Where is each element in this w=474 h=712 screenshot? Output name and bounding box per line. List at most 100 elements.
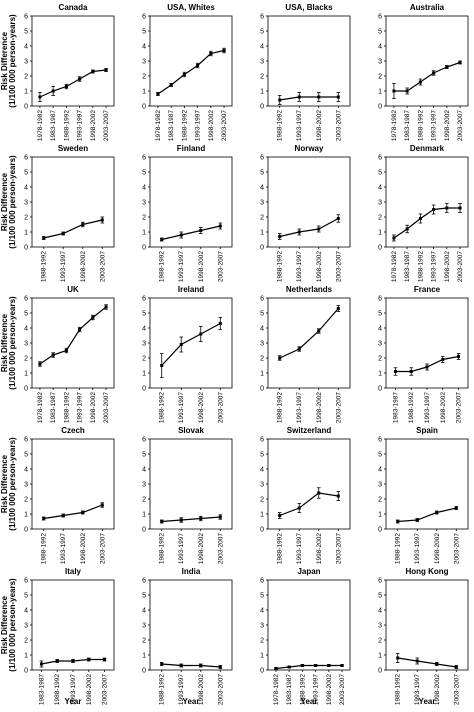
- point: [287, 665, 291, 669]
- y-axis-label: (1/100 000 person-years): [8, 437, 17, 531]
- y-axis-label: Risk Difference: [0, 313, 9, 372]
- x-tick-label: 1993-1997: [70, 674, 77, 705]
- x-tick-label: 1988-1992: [277, 392, 284, 423]
- x-tick-label: 1983-1987: [168, 110, 175, 141]
- x-tick-label: 2003-2007: [217, 392, 224, 423]
- point: [278, 98, 282, 102]
- y-axis-label: (1/100 000 person-years): [8, 155, 17, 249]
- x-tick-label: 1983-1987: [38, 674, 45, 705]
- x-tick-label: 1988-1992: [63, 110, 70, 141]
- x-tick-label: 1998-2002: [80, 533, 87, 564]
- point: [196, 64, 200, 67]
- x-tick-label: 1993-1997: [414, 674, 421, 705]
- y-tick-label: 0: [378, 245, 382, 252]
- y-tick-label: 5: [24, 170, 28, 177]
- y-tick-label: 5: [142, 311, 146, 318]
- x-tick-label: 1998-2002: [198, 674, 205, 705]
- x-tick-label: 1988-1992: [159, 251, 166, 282]
- point: [392, 236, 396, 240]
- plot-frame: [267, 579, 351, 671]
- point: [278, 356, 282, 360]
- y-tick-label: 5: [142, 593, 146, 600]
- x-tick-label: 1978-1982: [391, 251, 398, 282]
- x-tick-label: 2003-2007: [99, 251, 106, 282]
- x-tick-label: 1983-1987: [392, 392, 399, 423]
- point: [336, 95, 340, 99]
- y-tick-label: 2: [142, 74, 146, 81]
- series-line: [279, 96, 339, 101]
- plot-frame: [31, 438, 115, 530]
- x-tick-label: 2003-2007: [457, 251, 464, 282]
- point: [445, 206, 449, 210]
- plot-frame: [31, 15, 115, 107]
- y-tick-label: 1: [260, 653, 264, 660]
- y-tick-label: 2: [142, 356, 146, 363]
- x-tick-label: 1988-1992: [299, 674, 306, 705]
- point: [441, 358, 445, 361]
- point: [336, 494, 340, 498]
- x-tick-label: 2003-2007: [453, 533, 460, 564]
- point: [418, 80, 422, 84]
- y-tick-label: 3: [260, 59, 264, 66]
- x-tick-label: 1988-1992: [63, 392, 70, 423]
- x-tick-label: 1993-1997: [77, 392, 84, 423]
- point: [91, 316, 95, 319]
- point: [42, 236, 46, 240]
- y-tick-label: 2: [260, 497, 264, 504]
- y-tick-label: 4: [24, 185, 28, 192]
- y-tick-label: 6: [378, 296, 382, 303]
- point: [100, 218, 104, 222]
- x-tick-label: 2003-2007: [457, 110, 464, 141]
- x-tick-label: 1988-1992: [417, 251, 424, 282]
- x-tick-label: 1993-1997: [296, 110, 303, 141]
- series-line: [393, 207, 461, 239]
- x-tick-label: 1998-2002: [316, 110, 323, 141]
- y-tick-label: 3: [142, 200, 146, 207]
- x-tick-label: 1993-1997: [424, 392, 431, 423]
- y-tick-label: 3: [142, 482, 146, 489]
- point: [160, 238, 164, 241]
- y-axis-label: Risk Difference: [0, 172, 9, 231]
- y-tick-label: 1: [260, 230, 264, 237]
- x-tick-label: 1998-2002: [444, 251, 451, 282]
- y-tick-label: 0: [378, 527, 382, 534]
- y-tick-label: 4: [378, 44, 382, 51]
- x-tick-label: 1993-1997: [60, 533, 67, 564]
- y-axis-label: (1/100 000 person-years): [8, 296, 17, 390]
- y-tick-label: 2: [378, 638, 382, 645]
- plot-frame: [149, 15, 233, 107]
- y-tick-label: 3: [378, 482, 382, 489]
- y-tick-label: 2: [24, 356, 28, 363]
- point: [415, 659, 419, 663]
- x-tick-label: 1988-1992: [277, 110, 284, 141]
- y-tick-label: 4: [260, 185, 264, 192]
- y-tick-label: 4: [260, 467, 264, 474]
- point: [199, 332, 203, 336]
- y-tick-label: 3: [24, 59, 28, 66]
- y-tick-label: 6: [142, 14, 146, 21]
- series-line: [161, 663, 221, 668]
- y-tick-label: 5: [142, 452, 146, 459]
- y-tick-label: 5: [378, 170, 382, 177]
- y-tick-label: 0: [260, 245, 264, 252]
- plot-frame: [385, 438, 469, 530]
- x-tick-label: 1993-1997: [60, 251, 67, 282]
- x-tick-label: 1993-1997: [178, 674, 185, 705]
- x-tick-label: 1998-2002: [208, 110, 215, 141]
- point: [340, 664, 344, 667]
- plot-frame: [149, 297, 233, 389]
- y-tick-label: 5: [378, 593, 382, 600]
- point: [458, 61, 462, 64]
- y-tick-label: 1: [24, 89, 28, 96]
- point: [78, 328, 82, 331]
- x-tick-label: 1998-2002: [434, 674, 441, 705]
- panel-title: Denmark: [410, 144, 445, 153]
- series-line: [43, 504, 103, 520]
- y-tick-label: 2: [260, 638, 264, 645]
- panel-title: Hong Kong: [405, 567, 448, 576]
- x-tick-label: 1993-1997: [178, 251, 185, 282]
- y-tick-label: 6: [260, 296, 264, 303]
- y-tick-label: 0: [378, 668, 382, 675]
- y-tick-label: 2: [260, 74, 264, 81]
- y-tick-label: 6: [142, 155, 146, 162]
